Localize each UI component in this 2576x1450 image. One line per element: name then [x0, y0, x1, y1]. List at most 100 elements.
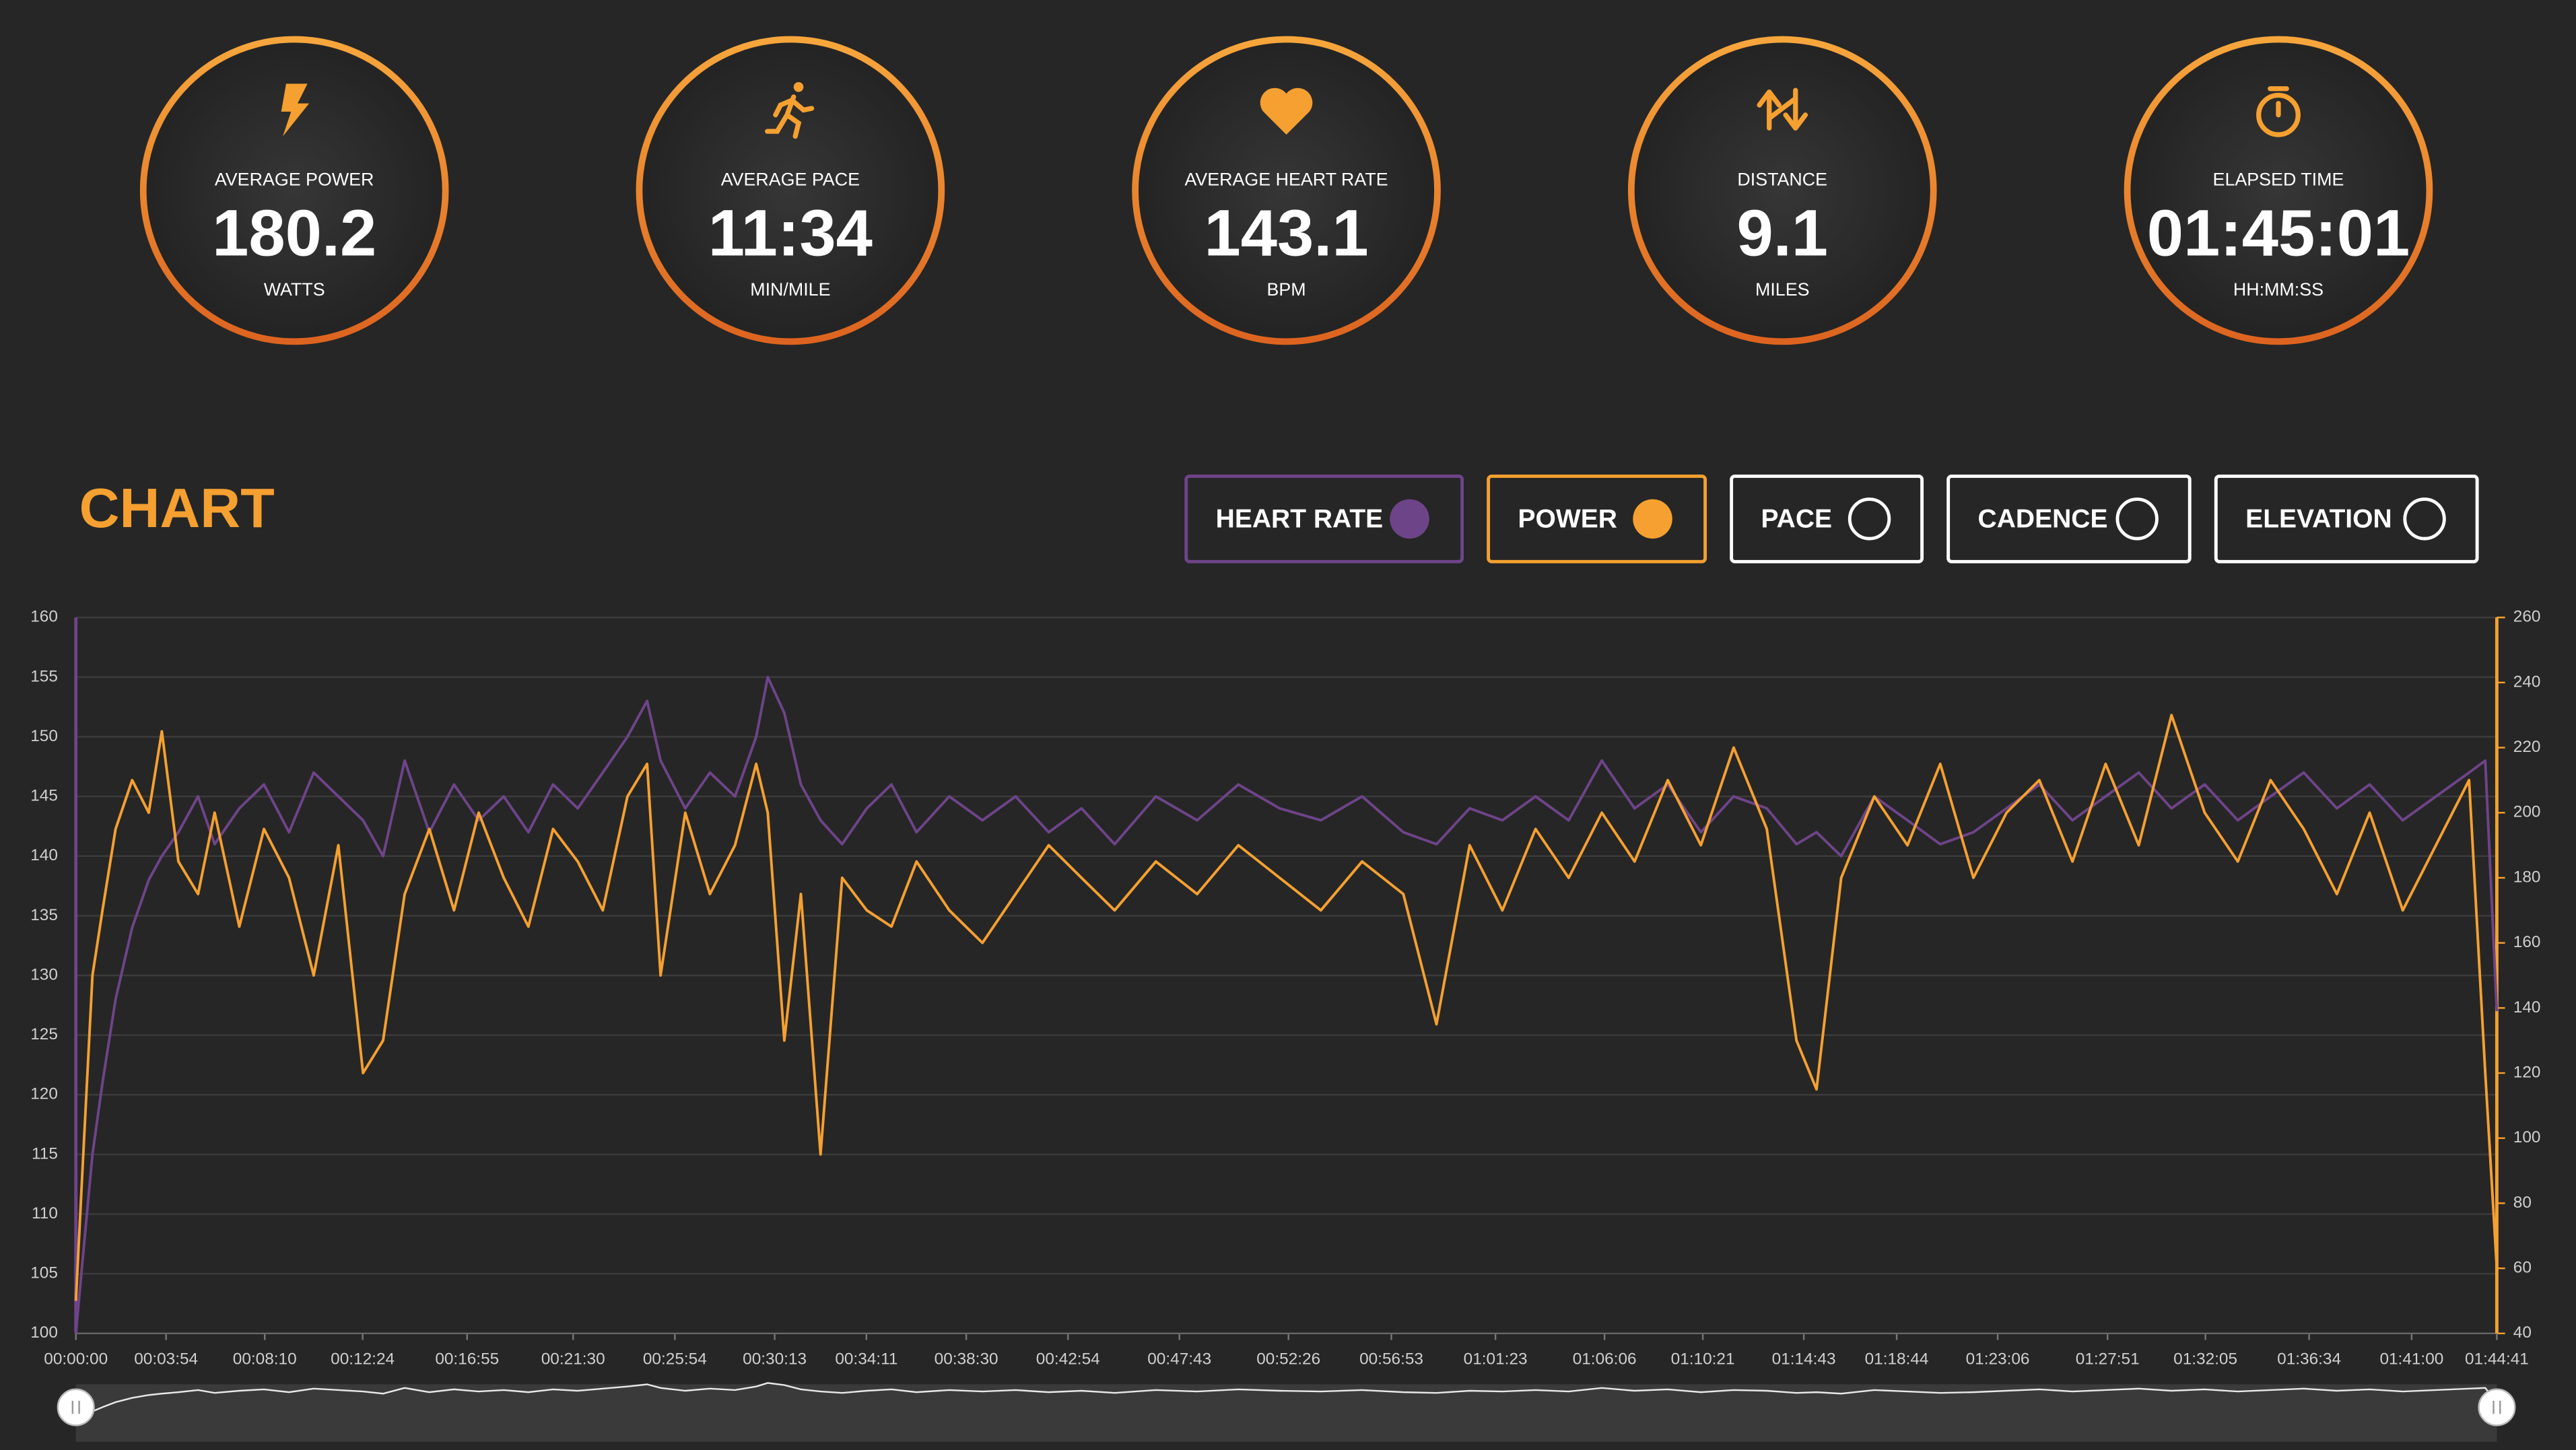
y2-tick-label: 220 — [2513, 738, 2541, 756]
toggle-frame[interactable] — [1730, 474, 1924, 563]
stat-title: AVERAGE HEART RATE — [1184, 169, 1388, 189]
y2-tick-label: 100 — [2513, 1128, 2541, 1146]
toggle-frame[interactable] — [1487, 474, 1707, 563]
stat-unit: BPM — [1266, 279, 1306, 300]
x-tick-label: 01:23:06 — [1966, 1350, 2030, 1368]
y-tick-label: 120 — [30, 1085, 58, 1103]
y2-tick-label: 200 — [2513, 803, 2541, 821]
stat-value: 9.1 — [1736, 196, 1828, 269]
pace-icon — [765, 81, 815, 139]
navigator-track — [75, 1384, 2497, 1442]
stat-ring — [1132, 36, 1441, 345]
y-tick-label: 100 — [30, 1323, 58, 1342]
navigator-grip — [2493, 1400, 2501, 1414]
toggle-label[interactable]: CADENCE — [1978, 505, 2108, 534]
y-tick-label: 110 — [32, 1204, 58, 1222]
x-tick-label: 00:47:43 — [1147, 1350, 1211, 1368]
stat-unit: MIN/MILE — [750, 279, 830, 300]
x-tick-label: 01:27:51 — [2076, 1350, 2140, 1368]
timer-icon — [2256, 86, 2301, 137]
toggle-indicator[interactable] — [2115, 497, 2159, 541]
x-tick-label: 00:34:11 — [835, 1350, 897, 1368]
toggle-button[interactable]: HEART RATE — [1184, 474, 1464, 563]
stat-unit: WATTS — [264, 279, 325, 300]
stat-unit: HH:MM:SS — [2233, 279, 2324, 300]
y2-tick-label: 80 — [2513, 1194, 2532, 1212]
navigator-handle[interactable] — [2478, 1388, 2516, 1426]
y2-tick-label: 140 — [2513, 998, 2541, 1016]
x-tick-label: 01:14:43 — [1772, 1350, 1836, 1368]
toggle-frame[interactable] — [2214, 474, 2479, 563]
x-tick-label: 00:21:30 — [541, 1350, 605, 1368]
toggle-indicator[interactable] — [1633, 499, 1672, 539]
y-tick-label: 140 — [30, 846, 58, 864]
x-tick-label: 01:44:41 — [2465, 1350, 2529, 1368]
toggle-frame[interactable] — [1946, 474, 2192, 563]
chart-header: CHART — [79, 477, 275, 539]
stat-value: 180.2 — [212, 196, 376, 269]
y2-tick-label: 60 — [2513, 1259, 2532, 1277]
stat-title: ELAPSED TIME — [2213, 169, 2344, 189]
y-tick-label: 130 — [30, 965, 58, 983]
chart: 100 105 110 115 120 125 130 135 140 145 150 155 160 4… — [30, 608, 2540, 1369]
y-tick-label: 115 — [32, 1144, 58, 1163]
x-tick-label: 00:38:30 — [935, 1350, 998, 1368]
y2-tick-label: 40 — [2513, 1323, 2532, 1342]
toggle-label[interactable]: ELEVATION — [2245, 505, 2392, 534]
navigator — [57, 1382, 2516, 1442]
y2-tick-label: 260 — [2513, 608, 2541, 626]
x-tick-label: 00:12:24 — [331, 1350, 395, 1368]
stat-unit: MILES — [1755, 279, 1810, 300]
toggle-indicator[interactable] — [1848, 497, 1891, 541]
navigator-grip — [71, 1400, 80, 1414]
x-tick-label: 01:18:44 — [1865, 1350, 1929, 1368]
x-tick-label: 01:01:23 — [1464, 1350, 1528, 1368]
stat-value: 143.1 — [1204, 196, 1368, 269]
stat-icons — [281, 81, 2301, 139]
toggle-button[interactable]: ELEVATION — [2214, 474, 2479, 563]
x-tick-label: 01:32:05 — [2173, 1350, 2237, 1368]
x-tick-label: 00:30:13 — [743, 1350, 807, 1368]
toggle-button[interactable]: CADENCE — [1946, 474, 2192, 563]
y-tick-label: 160 — [30, 608, 58, 626]
stat-value: 01:45:01 — [2147, 196, 2410, 269]
heart-icon — [1260, 88, 1313, 135]
stat-title: AVERAGE PACE — [721, 169, 860, 189]
toggle-label[interactable]: PACE — [1761, 505, 1833, 534]
y-tick-label: 150 — [30, 727, 58, 745]
y2-tick-label: 180 — [2513, 868, 2541, 886]
x-tick-label: 00:00:00 — [44, 1350, 108, 1368]
distance-icon — [1757, 88, 1808, 131]
toggle-indicator[interactable] — [2403, 497, 2446, 541]
navigator-line — [75, 1382, 2498, 1423]
x-tick-label: 00:56:53 — [1359, 1350, 1423, 1368]
toggle-label[interactable]: POWER — [1518, 505, 1617, 534]
toggle-button[interactable]: PACE — [1730, 474, 1924, 563]
y2-tick-label: 120 — [2513, 1063, 2541, 1081]
y-tick-label: 125 — [30, 1025, 58, 1043]
y-tick-label: 145 — [30, 787, 58, 805]
x-tick-label: 00:42:54 — [1036, 1350, 1100, 1368]
x-tick-label: 00:16:55 — [435, 1350, 499, 1368]
toggle-frame[interactable] — [1184, 474, 1464, 563]
toggle-indicator[interactable] — [1390, 499, 1429, 539]
toggle-buttons: HEART RATE POWER PACE CADENCE ELEVATION — [1184, 474, 2479, 563]
x-tick-label: 01:41:00 — [2379, 1350, 2443, 1368]
navigator-handle[interactable] — [57, 1388, 95, 1426]
toggle-label[interactable]: HEART RATE — [1216, 505, 1384, 534]
x-tick-label: 01:06:06 — [1573, 1350, 1637, 1368]
x-tick-label: 00:08:10 — [233, 1350, 297, 1368]
y-tick-label: 155 — [30, 667, 58, 685]
y2-tick-label: 160 — [2513, 933, 2541, 951]
power-icon — [281, 83, 310, 137]
stat-title: DISTANCE — [1737, 169, 1827, 189]
stat-value: 11:34 — [708, 196, 873, 269]
stat-ring — [636, 36, 945, 345]
x-tick-label: 01:10:21 — [1671, 1350, 1735, 1368]
x-tick-label: 00:03:54 — [134, 1350, 198, 1368]
stat-ring — [2124, 36, 2433, 345]
series-line — [74, 714, 2499, 1301]
toggle-button[interactable]: POWER — [1487, 474, 1707, 563]
